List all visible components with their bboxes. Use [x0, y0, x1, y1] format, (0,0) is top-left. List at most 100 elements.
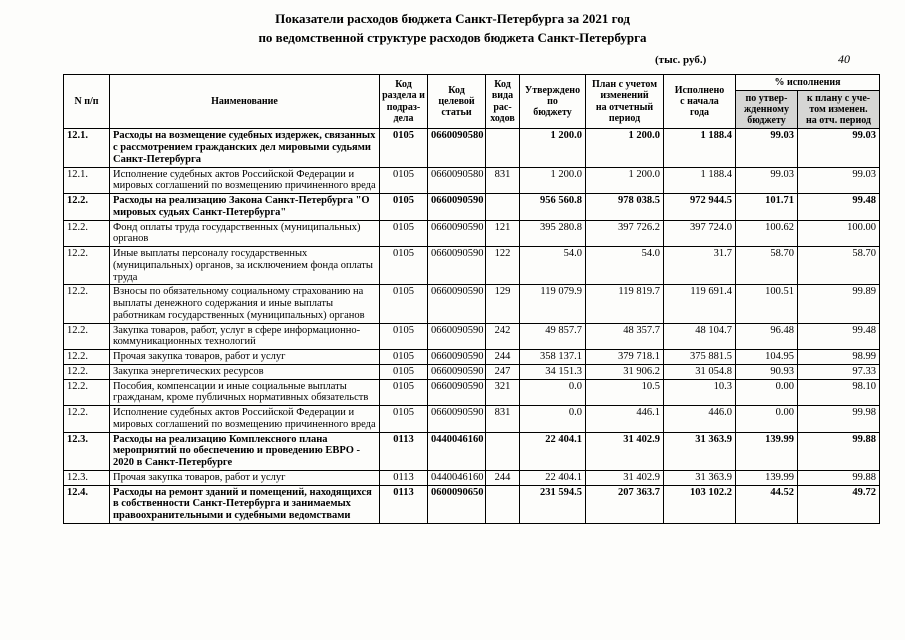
table-row: 12.1. Расходы на возмещение судебных изд… [63, 128, 881, 168]
row-section-code: 0113 [379, 469, 428, 486]
row-pct-budget: 104.95 [735, 349, 798, 365]
row-number: 12.2. [63, 246, 110, 286]
title-line-2: по ведомственной структуре расходов бюдж… [258, 29, 647, 45]
row-pct-budget: 0.00 [735, 378, 798, 407]
row-executed: 31 363.9 [663, 469, 736, 486]
row-plan: 31 402.9 [585, 469, 664, 486]
row-executed: 10.3 [663, 378, 736, 407]
row-target-code: 0660090590 [427, 322, 486, 351]
row-approved: 119 079.9 [519, 284, 586, 324]
row-pct-plan: 58.70 [796, 246, 881, 286]
row-plan: 978 038.5 [585, 193, 664, 221]
row-approved: 1 200.0 [519, 128, 586, 168]
row-name: Пособия, компенсации и иные социальные в… [109, 378, 380, 407]
row-number: 12.4. [63, 484, 110, 524]
row-target-code: 0660090590 [427, 349, 486, 365]
row-approved: 22 404.1 [519, 469, 586, 486]
row-approved: 49 857.7 [519, 322, 586, 351]
table-row: 12.3. Прочая закупка товаров, работ и ус… [63, 469, 881, 486]
row-pct-plan: 99.03 [796, 128, 881, 168]
row-section-code: 0105 [379, 246, 428, 286]
row-target-code: 0440046160 [427, 431, 486, 471]
header-pct-budget: по утвер- жденному бюджету [735, 89, 798, 130]
table-row: 12.2. Исполнение судебных актов Российск… [63, 405, 881, 433]
row-pct-plan: 99.48 [796, 322, 881, 351]
row-target-code: 0660090580 [427, 166, 486, 195]
row-pct-plan: 98.10 [796, 378, 881, 407]
row-plan: 10.5 [585, 378, 664, 407]
budget-table: N п/п Наименование Код раздела и подраз-… [63, 73, 881, 524]
row-name: Закупка товаров, работ, услуг в сфере ин… [109, 322, 380, 351]
header-pct-group: % исполнения [734, 73, 881, 91]
row-section-code: 0105 [379, 363, 428, 380]
row-pct-budget: 90.93 [735, 363, 798, 380]
row-pct-budget: 0.00 [735, 405, 798, 433]
table-row: 12.2. Пособия, компенсации и иные социал… [63, 378, 881, 407]
row-pct-plan: 99.03 [796, 166, 881, 195]
row-number: 12.2. [63, 405, 110, 433]
row-name: Расходы на реализацию Комплексного плана… [109, 431, 380, 471]
row-approved: 395 280.8 [519, 219, 586, 248]
row-target-code: 0600090650 [427, 484, 486, 524]
row-pct-plan: 100.00 [796, 219, 881, 248]
row-executed: 397 724.0 [663, 219, 736, 248]
row-pct-plan: 99.48 [796, 193, 881, 221]
row-pct-plan: 99.88 [796, 431, 881, 471]
table-row: 12.2. Закупка товаров, работ, услуг в сф… [63, 322, 881, 351]
units-note: (тыс. руб.) [655, 53, 707, 66]
row-name: Закупка энергетических ресурсов [109, 363, 380, 380]
row-expense-code: 121 [485, 219, 520, 248]
row-expense-code [485, 431, 520, 471]
row-number: 12.2. [63, 378, 110, 407]
row-name: Иные выплаты персоналу государственных (… [109, 246, 380, 286]
row-plan: 1 200.0 [585, 128, 664, 168]
row-name: Взносы по обязательному социальному стра… [109, 284, 380, 324]
row-number: 12.2. [63, 219, 110, 248]
row-approved: 54.0 [519, 246, 586, 286]
row-approved: 0.0 [519, 405, 586, 433]
row-expense-code: 247 [485, 363, 520, 380]
row-plan: 31 906.2 [585, 363, 664, 380]
row-expense-code [485, 193, 520, 221]
row-expense-code: 321 [485, 378, 520, 407]
table-row: 12.1. Исполнение судебных актов Российск… [63, 166, 881, 195]
row-plan: 446.1 [585, 405, 664, 433]
header-expense-code: Код вида рас- ходов [485, 73, 520, 130]
row-target-code: 0660090590 [427, 363, 486, 380]
header-target-code: Код целевой статьи [427, 73, 486, 130]
row-name: Прочая закупка товаров, работ и услуг [109, 469, 380, 486]
row-target-code: 0660090590 [427, 405, 486, 433]
row-name: Прочая закупка товаров, работ и услуг [109, 349, 380, 365]
row-number: 12.1. [63, 128, 110, 168]
title-line-1: Показатели расходов бюджета Санкт-Петерб… [275, 11, 630, 26]
table-body: 12.1. Расходы на возмещение судебных изд… [63, 128, 881, 524]
page-number: 40 [838, 51, 850, 66]
row-pct-budget: 44.52 [735, 484, 798, 524]
row-target-code: 0660090590 [427, 378, 486, 407]
row-name: Исполнение судебных актов Российской Фед… [109, 405, 380, 433]
row-section-code: 0105 [379, 378, 428, 407]
row-pct-plan: 49.72 [796, 484, 881, 524]
header-plan: План с учетом изменений на отчетный пери… [585, 73, 664, 130]
row-expense-code: 244 [485, 349, 520, 365]
row-plan: 54.0 [585, 246, 664, 286]
row-expense-code: 122 [485, 246, 520, 286]
row-expense-code [485, 484, 520, 524]
row-executed: 31 363.9 [663, 431, 736, 471]
meta-row: (тыс. руб.) 40 [0, 52, 905, 74]
row-number: 12.3. [63, 469, 110, 486]
header-approved: Утверждено по бюджету [519, 73, 586, 130]
row-executed: 1 188.4 [663, 166, 736, 195]
row-name: Фонд оплаты труда государственных (муниц… [109, 219, 380, 248]
row-plan: 397 726.2 [585, 219, 664, 248]
row-approved: 231 594.5 [519, 484, 586, 524]
row-section-code: 0113 [379, 431, 428, 471]
row-section-code: 0105 [379, 219, 428, 248]
row-executed: 31.7 [663, 246, 736, 286]
row-target-code: 0660090580 [427, 128, 486, 168]
header-section-code: Код раздела и подраз- дела [379, 73, 428, 130]
header-pct-plan: к плану с уче- том изменен. на отч. пери… [796, 89, 881, 130]
table-row: 12.2. Взносы по обязательному социальном… [63, 284, 881, 324]
row-name: Исполнение судебных актов Российской Фед… [109, 166, 380, 195]
row-target-code: 0660090590 [427, 284, 486, 324]
